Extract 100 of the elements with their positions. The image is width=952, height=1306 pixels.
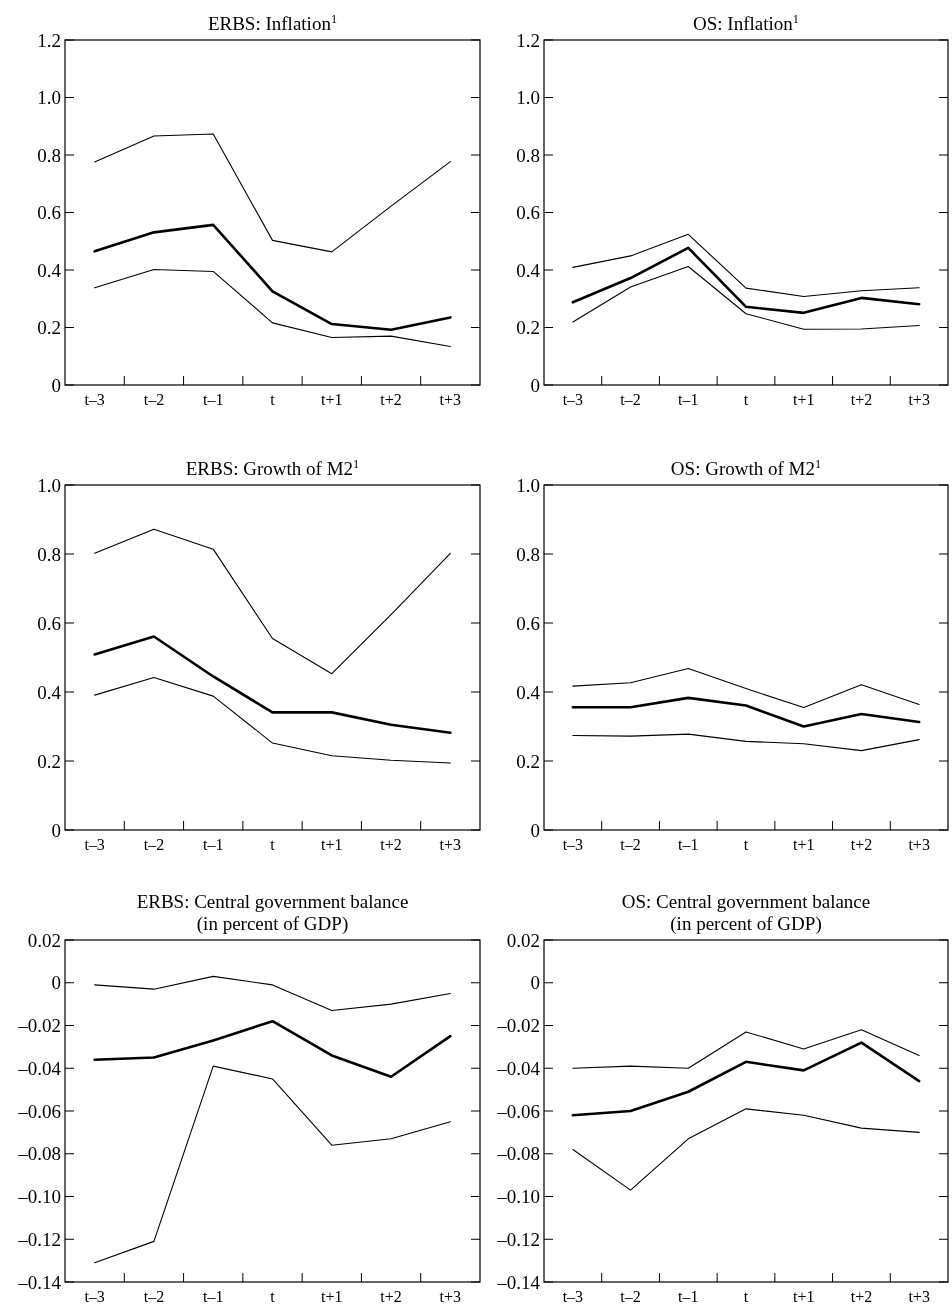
line-series xyxy=(571,1041,921,1117)
x-tick-label: t–1 xyxy=(678,391,699,408)
x-tick-label: t+3 xyxy=(439,391,462,408)
y-tick-label: 0.6 xyxy=(516,202,540,224)
x-tick-label: t+3 xyxy=(908,836,930,853)
x-tick-label: t+2 xyxy=(380,1288,402,1305)
line-series xyxy=(93,1019,452,1079)
y-tick-label: 0.2 xyxy=(516,317,540,339)
x-tick-label: t+1 xyxy=(321,1288,343,1305)
y-tick-label: –0.02 xyxy=(17,1015,61,1037)
chart-title: ERBS: Growth of M2$^{1}$ xyxy=(185,457,360,479)
y-tick-label: 0.8 xyxy=(37,144,61,166)
line-series xyxy=(93,223,452,332)
line-series xyxy=(94,268,451,348)
line-series xyxy=(93,635,452,735)
y-tick-label: 0 xyxy=(530,972,540,994)
y-tick-label: –0.14 xyxy=(496,1271,541,1293)
x-tick-label: t xyxy=(743,391,749,408)
y-tick-label: –0.10 xyxy=(17,1186,61,1208)
x-tick-label: t–3 xyxy=(84,1288,105,1305)
x-tick-label: t xyxy=(743,836,749,853)
y-tick-label: 0.8 xyxy=(37,543,61,565)
y-tick-label: 0 xyxy=(530,374,540,396)
x-tick-label: t–1 xyxy=(202,1288,224,1305)
y-tick-label: 0.2 xyxy=(37,317,61,339)
y-tick-label: –0.12 xyxy=(17,1228,61,1250)
x-tick-label: t–2 xyxy=(620,391,641,408)
x-tick-label: t–2 xyxy=(143,391,165,408)
chart-title: OS: Inflation$^{1}$ xyxy=(693,12,799,34)
line-series xyxy=(572,1029,920,1069)
y-tick-label: –0.06 xyxy=(17,1100,61,1122)
chart-title: OS: Growth of M2$^{1}$ xyxy=(670,457,822,479)
x-tick-label: t xyxy=(270,836,276,853)
x-tick-label: t–2 xyxy=(143,1288,165,1305)
line-series xyxy=(94,528,451,675)
y-tick-label: 1.2 xyxy=(37,29,61,51)
x-tick-label: t+1 xyxy=(792,391,815,408)
x-tick-label: t+2 xyxy=(850,391,873,408)
y-tick-label: 0.6 xyxy=(37,612,61,634)
x-tick-label: t–3 xyxy=(562,391,584,408)
line-series xyxy=(94,975,451,1012)
y-tick-label: 1.0 xyxy=(516,474,540,496)
x-tick-label: t–2 xyxy=(620,1288,641,1305)
y-tick-label: –0.10 xyxy=(496,1186,540,1208)
x-tick-label: t+2 xyxy=(380,391,402,408)
y-tick-label: –0.06 xyxy=(496,1100,540,1122)
x-tick-label: t xyxy=(743,1288,749,1305)
x-tick-label: t–3 xyxy=(84,836,105,853)
y-tick-label: 0.02 xyxy=(506,929,540,951)
x-tick-label: t+3 xyxy=(439,1288,462,1305)
x-tick-label: t+2 xyxy=(850,836,873,853)
y-tick-label: 0 xyxy=(530,819,540,841)
x-tick-label: t+3 xyxy=(908,1288,930,1305)
line-series xyxy=(94,133,451,253)
y-tick-label: –0.08 xyxy=(496,1143,540,1165)
x-tick-label: t–1 xyxy=(678,836,699,853)
y-tick-label: 1.0 xyxy=(516,87,540,109)
x-tick-label: t+3 xyxy=(439,836,462,853)
line-series xyxy=(571,246,921,315)
y-tick-label: –0.14 xyxy=(17,1271,62,1293)
chart-title: ERBS: Inflation$^{1}$ xyxy=(207,12,338,34)
chart-title: OS: Central government balance (in percent of GDP) xyxy=(621,891,871,935)
x-tick-label: t+1 xyxy=(792,1288,815,1305)
y-tick-label: –0.08 xyxy=(17,1143,61,1165)
y-tick-label: 0.8 xyxy=(516,144,540,166)
y-tick-label: 0.4 xyxy=(516,259,541,281)
x-tick-label: t xyxy=(270,1288,276,1305)
x-tick-label: t+2 xyxy=(850,1288,873,1305)
x-tick-label: t–1 xyxy=(202,391,224,408)
y-tick-label: 0.02 xyxy=(27,929,61,951)
y-tick-label: 0 xyxy=(51,972,61,994)
chart-title: ERBS: Central government balance (in percent of GDP) xyxy=(136,891,409,935)
x-tick-label: t–1 xyxy=(202,836,224,853)
y-tick-label: 1.2 xyxy=(516,29,540,51)
y-tick-label: 0.2 xyxy=(516,750,540,772)
line-series xyxy=(572,266,920,330)
y-tick-label: 0.2 xyxy=(37,750,61,772)
x-tick-label: t–3 xyxy=(562,1288,584,1305)
line-series xyxy=(571,696,921,728)
line-series xyxy=(572,233,920,297)
y-tick-label: –0.02 xyxy=(496,1015,540,1037)
y-tick-label: 0.6 xyxy=(516,612,540,634)
line-series xyxy=(572,733,920,752)
x-tick-label: t–2 xyxy=(143,836,165,853)
line-series xyxy=(572,1108,920,1191)
x-tick-label: t+1 xyxy=(792,836,815,853)
x-tick-label: t–1 xyxy=(678,1288,699,1305)
y-tick-label: 0 xyxy=(51,374,61,396)
y-tick-label: 0.6 xyxy=(37,202,61,224)
y-tick-label: –0.04 xyxy=(17,1057,62,1079)
x-tick-label: t+3 xyxy=(908,391,930,408)
x-tick-label: t–2 xyxy=(620,836,641,853)
y-tick-label: –0.04 xyxy=(496,1057,541,1079)
line-series xyxy=(572,667,920,709)
y-tick-label: 0.4 xyxy=(37,681,62,703)
y-tick-label: 0.4 xyxy=(516,681,541,703)
y-tick-label: 0 xyxy=(51,819,61,841)
y-tick-label: 1.0 xyxy=(37,87,61,109)
x-tick-label: t xyxy=(270,391,276,408)
x-tick-label: t–3 xyxy=(84,391,105,408)
